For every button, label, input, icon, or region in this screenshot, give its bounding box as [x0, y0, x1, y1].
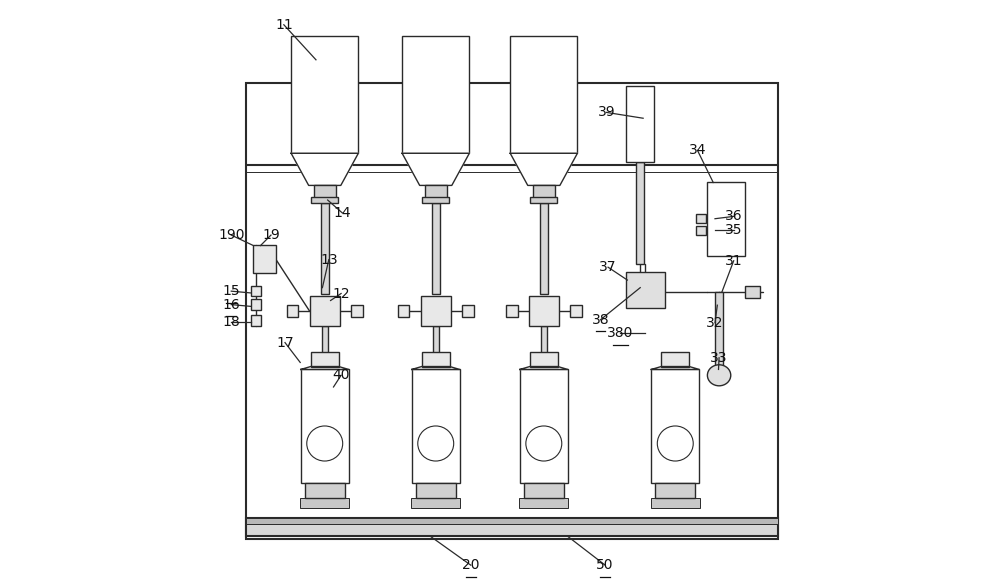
Bar: [246, 83, 778, 539]
Bar: [655, 483, 695, 498]
Bar: [291, 36, 358, 153]
Bar: [402, 36, 469, 153]
Ellipse shape: [707, 365, 731, 386]
Bar: [287, 305, 298, 317]
Polygon shape: [412, 366, 460, 369]
Bar: [626, 86, 654, 162]
Polygon shape: [301, 366, 349, 369]
Text: 34: 34: [689, 143, 706, 157]
Bar: [519, 498, 568, 508]
Bar: [251, 299, 261, 310]
Text: 20: 20: [462, 558, 480, 572]
Bar: [300, 498, 349, 508]
Text: 12: 12: [332, 286, 350, 301]
Polygon shape: [520, 366, 568, 369]
Text: 15: 15: [222, 284, 240, 298]
Bar: [520, 369, 568, 483]
Text: 17: 17: [276, 336, 294, 350]
Bar: [322, 326, 328, 360]
Bar: [311, 197, 338, 203]
Text: 14: 14: [333, 206, 351, 220]
Bar: [540, 203, 548, 294]
Bar: [398, 305, 409, 317]
Bar: [745, 286, 760, 298]
Polygon shape: [510, 153, 577, 185]
Bar: [314, 185, 336, 198]
Bar: [524, 483, 564, 498]
Text: 40: 40: [332, 368, 350, 382]
Bar: [411, 498, 460, 508]
Bar: [626, 272, 665, 308]
Polygon shape: [402, 153, 469, 185]
Ellipse shape: [307, 426, 343, 461]
Bar: [636, 162, 644, 264]
Text: 190: 190: [218, 228, 245, 242]
Bar: [530, 352, 558, 366]
Polygon shape: [651, 366, 699, 369]
Text: 36: 36: [725, 210, 743, 224]
Bar: [696, 226, 706, 235]
Ellipse shape: [418, 426, 454, 461]
Text: 50: 50: [596, 558, 614, 572]
Text: 35: 35: [725, 224, 742, 237]
Bar: [412, 369, 460, 483]
Bar: [422, 197, 449, 203]
Bar: [529, 296, 559, 326]
Bar: [251, 286, 261, 296]
Bar: [651, 498, 700, 508]
Bar: [715, 292, 723, 366]
Text: 18: 18: [222, 315, 240, 329]
Bar: [301, 369, 349, 483]
Bar: [651, 369, 699, 483]
Text: 32: 32: [706, 316, 724, 330]
Text: 19: 19: [262, 228, 280, 242]
Text: 37: 37: [599, 260, 617, 274]
Text: 38: 38: [592, 313, 609, 327]
Bar: [246, 518, 778, 524]
Bar: [425, 185, 447, 198]
Ellipse shape: [526, 426, 562, 461]
Bar: [321, 203, 329, 294]
Text: 31: 31: [725, 254, 743, 268]
Text: 380: 380: [607, 326, 634, 340]
Bar: [707, 183, 745, 255]
Bar: [416, 483, 456, 498]
Polygon shape: [291, 153, 358, 185]
Bar: [510, 36, 577, 153]
Text: 33: 33: [710, 351, 728, 365]
Ellipse shape: [657, 426, 693, 461]
Bar: [351, 305, 363, 317]
Bar: [506, 305, 518, 317]
Text: 11: 11: [275, 18, 293, 32]
Bar: [696, 214, 706, 224]
Bar: [433, 326, 439, 360]
Bar: [246, 518, 778, 536]
Text: 39: 39: [598, 106, 615, 119]
Bar: [541, 326, 547, 360]
Text: 16: 16: [222, 298, 240, 312]
Bar: [251, 315, 261, 326]
Bar: [661, 352, 689, 366]
Bar: [253, 245, 276, 273]
Bar: [310, 296, 340, 326]
Bar: [421, 296, 451, 326]
Bar: [570, 305, 582, 317]
Bar: [533, 185, 555, 198]
Bar: [422, 352, 450, 366]
Text: 13: 13: [320, 252, 338, 266]
Bar: [311, 352, 339, 366]
Bar: [432, 203, 440, 294]
Bar: [530, 197, 557, 203]
Bar: [462, 305, 474, 317]
Bar: [305, 483, 345, 498]
